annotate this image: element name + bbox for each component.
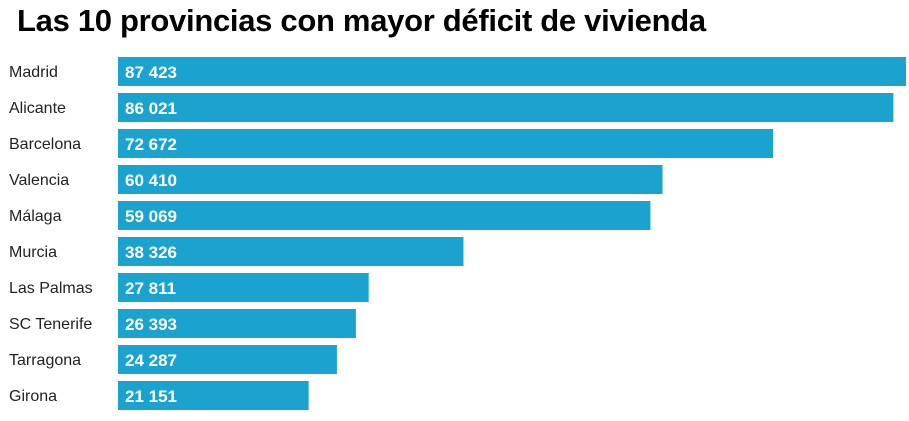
category-label: Madrid [9, 64, 58, 81]
value-label: 24 287 [125, 351, 177, 370]
bar-barcelona [118, 129, 774, 158]
category-label: Alicante [9, 100, 66, 117]
bar-girona [118, 381, 309, 410]
value-label: 27 811 [125, 279, 176, 298]
category-label: Tarragona [9, 352, 81, 369]
bar-tarragona [118, 345, 337, 374]
value-label: 87 423 [125, 63, 177, 82]
category-label: Valencia [9, 172, 69, 189]
category-label: Murcia [9, 244, 57, 261]
value-label: 21 151 [125, 387, 177, 406]
category-label: Girona [9, 388, 57, 405]
value-label: 60 410 [125, 171, 177, 190]
category-label: Málaga [9, 208, 62, 225]
value-label: 72 672 [125, 135, 177, 154]
category-label: Barcelona [9, 136, 81, 153]
value-label: 86 021 [125, 99, 177, 118]
value-label: 26 393 [125, 315, 177, 334]
bar-alicante [118, 93, 894, 122]
bar-sc-tenerife [118, 309, 356, 338]
bar-madrid [118, 57, 906, 86]
bar-murcia [118, 237, 464, 266]
category-label: Las Palmas [9, 280, 93, 297]
bar-málaga [118, 201, 651, 230]
chart-title: Las 10 provincias con mayor déficit de v… [17, 3, 706, 38]
category-label: SC Tenerife [9, 316, 92, 333]
value-label: 38 326 [125, 243, 177, 262]
bar-valencia [118, 165, 663, 194]
value-label: 59 069 [125, 207, 177, 226]
bar-las-palmas [118, 273, 369, 302]
